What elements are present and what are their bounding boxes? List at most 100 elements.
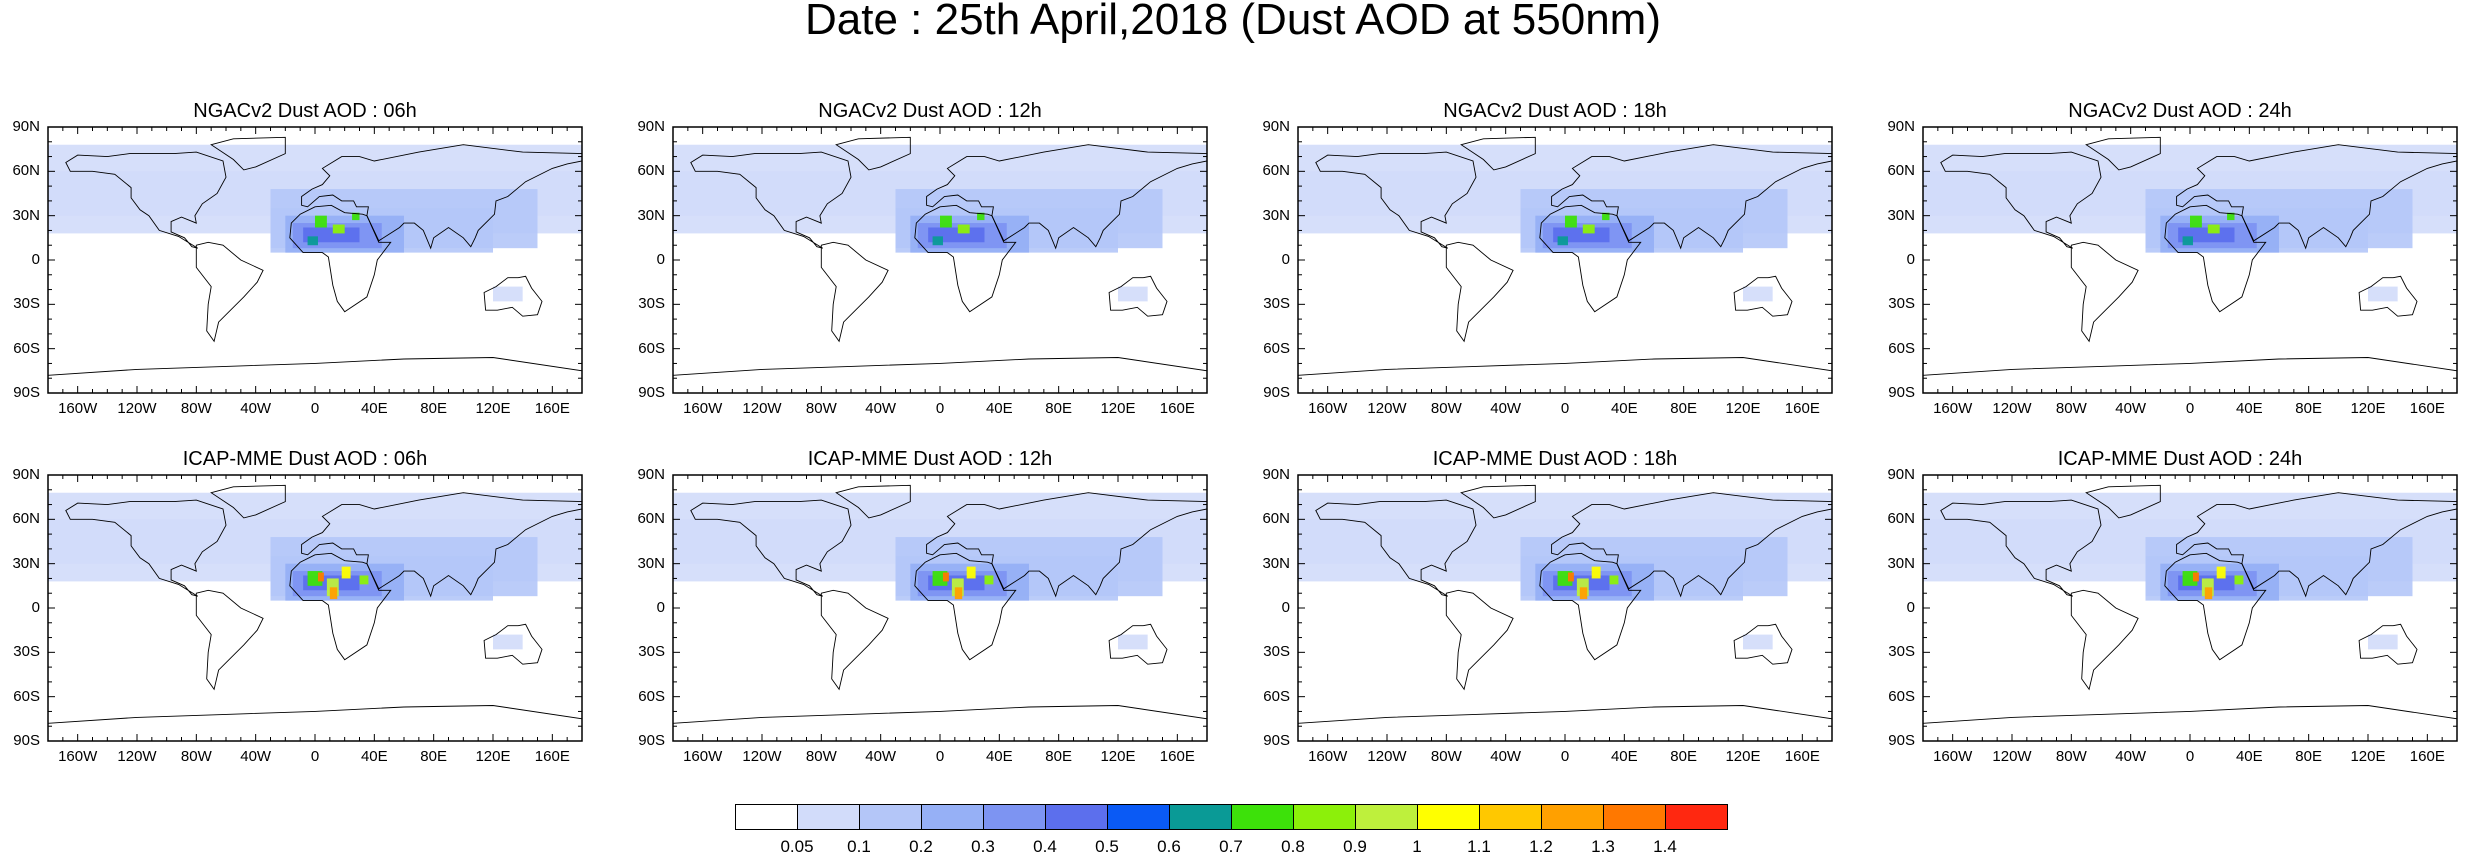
map-panel: ICAP-MME Dust AOD : 12h 90N 60N 30N 0 30S 60S 9… (625, 448, 1235, 788)
panel-title: NGACv2 Dust AOD : 24h (2068, 100, 2292, 122)
lon-tick-label: 40E (360, 400, 388, 417)
colorbar-swatch (1231, 804, 1294, 830)
map-panel: NGACv2 Dust AOD : 18h 90N 60N 30N 0 30S 60S 90S… (1250, 100, 1860, 440)
coastline (1940, 499, 2102, 597)
lat-tick-label: 60S (13, 339, 40, 357)
coastline (210, 484, 286, 519)
lon-tick-label: 40E (1610, 748, 1638, 765)
lat-tick-label: 30S (638, 295, 665, 313)
colorbar-swatch (859, 804, 922, 830)
dust-aod-shading (1923, 492, 2457, 650)
lon-tick-label: 160W (683, 400, 723, 417)
lat-tick-label: 90S (13, 732, 40, 749)
lon-tick-label: 80W (2055, 748, 2087, 765)
axis-ticks (1297, 474, 1833, 742)
lon-tick-label: 80E (2295, 748, 2322, 765)
lon-tick-label: 120E (475, 400, 511, 417)
lat-tick-label: 30N (1262, 206, 1290, 224)
coastline (1445, 589, 1514, 691)
aod-contour-patch (1602, 212, 1610, 221)
coastline (65, 151, 227, 249)
dust-aod-shading (1298, 144, 1832, 302)
lat-tick-label: 30S (1888, 295, 1915, 313)
dust-aod-shading (1923, 144, 2457, 302)
colorbar-swatch (1355, 804, 1418, 830)
lon-tick-label: 80E (1670, 400, 1697, 417)
lat-tick-label: 60S (638, 687, 665, 705)
lon-tick-label: 80E (1670, 748, 1697, 765)
coastline (2085, 136, 2161, 171)
lon-tick-label: 160E (1159, 748, 1195, 765)
aod-contour-patch (1565, 215, 1577, 228)
lat-tick-label: 30N (1262, 554, 1290, 572)
lat-tick-label: 90N (637, 466, 665, 483)
colorbar-label: 0.9 (1343, 837, 1367, 856)
lon-tick-label: 120W (742, 400, 782, 417)
lat-tick-label: 60S (1263, 339, 1290, 357)
lon-tick-label: 0 (1560, 400, 1570, 417)
lon-tick-label: 80E (420, 400, 447, 417)
aod-contour-patch (2192, 572, 2199, 582)
lon-tick-label: 40E (2235, 400, 2263, 417)
lat-tick-label: 30S (1263, 295, 1290, 313)
aod-contour-patch (341, 566, 351, 579)
lat-tick-label: 60N (1262, 162, 1290, 180)
colorbar-label: 0.2 (909, 837, 933, 856)
lon-tick-label: 40E (2235, 748, 2263, 765)
lat-tick-label: 60S (13, 687, 40, 705)
aod-contour-patch (1118, 634, 1148, 650)
aod-contour-patch (307, 236, 318, 246)
aod-contour-patch (2368, 634, 2398, 650)
lat-tick-label: 0 (656, 599, 665, 616)
lon-tick-label: 40E (360, 748, 388, 765)
lat-tick-label: 90N (1887, 118, 1915, 135)
lon-tick-label: 120E (1100, 748, 1136, 765)
lon-tick-label: 160E (2409, 748, 2445, 765)
coastline (1539, 204, 1642, 313)
aod-contour-patch (984, 575, 994, 585)
colorbar-label: 0.7 (1219, 837, 1243, 856)
map-plot (672, 126, 1208, 394)
axis-ticks (1922, 474, 2458, 742)
coastline (2070, 589, 2139, 691)
lon-tick-label: 80W (1430, 400, 1462, 417)
aod-contour-patch (954, 587, 963, 600)
coastline (1108, 623, 1168, 665)
lat-tick-label: 60S (1888, 687, 1915, 705)
coastline (2164, 552, 2267, 661)
lat-tick-label: 90S (1888, 732, 1915, 749)
lon-tick-label: 40E (1610, 400, 1638, 417)
map-plot (1922, 474, 2458, 742)
colorbar-label: 1.4 (1653, 837, 1677, 856)
panel-title: NGACv2 Dust AOD : 18h (1443, 100, 1667, 122)
lon-tick-label: 160E (1159, 400, 1195, 417)
aod-contour-patch (1591, 566, 1601, 579)
lon-tick-label: 80W (1430, 748, 1462, 765)
lon-tick-label: 120E (1725, 748, 1761, 765)
lon-tick-label: 80E (420, 748, 447, 765)
map-plot (47, 126, 583, 394)
coastline (1460, 136, 1536, 171)
colorbar: 0.05 0.1 0.2 0.3 0.4 0.5 0.6 0.7 0.8 0.9 1 1.1 1.2 1.… (735, 804, 1730, 856)
lon-tick-label: 160E (534, 400, 570, 417)
coastline (195, 241, 264, 343)
lat-tick-label: 60N (12, 162, 40, 180)
lon-tick-label: 0 (1560, 748, 1570, 765)
coastline (1940, 151, 2102, 249)
coastline (690, 499, 852, 597)
coastline (65, 499, 227, 597)
lon-tick-label: 0 (310, 748, 320, 765)
lon-tick-label: 120W (1367, 400, 1407, 417)
panel-title: ICAP-MME Dust AOD : 12h (807, 448, 1053, 470)
lat-tick-label: 60N (637, 162, 665, 180)
lat-tick-label: 30N (12, 554, 40, 572)
lon-tick-label: 120W (117, 748, 157, 765)
lat-tick-label: 90S (1263, 384, 1290, 401)
lon-tick-label: 80W (180, 400, 212, 417)
lon-tick-label: 120E (1725, 400, 1761, 417)
lat-tick-label: 30N (637, 206, 665, 224)
lat-tick-label: 90S (638, 732, 665, 749)
colorbar-swatch (1107, 804, 1170, 830)
colorbar-label: 0.5 (1095, 837, 1119, 856)
axis-ticks (1922, 126, 2458, 394)
